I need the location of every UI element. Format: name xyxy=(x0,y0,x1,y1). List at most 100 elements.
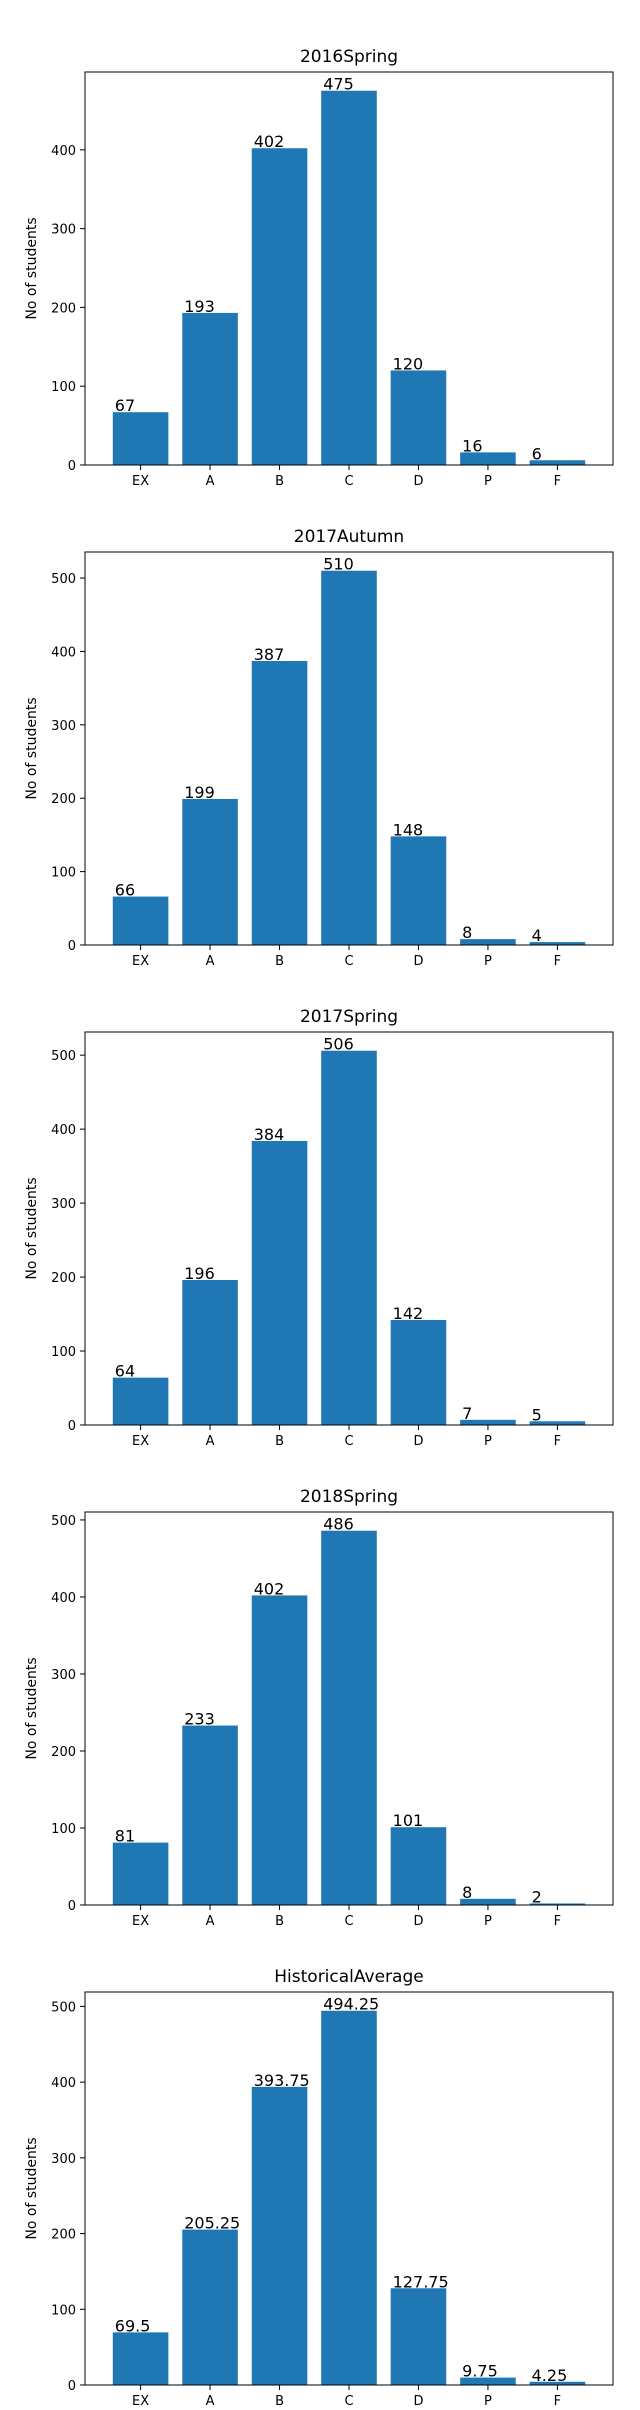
bar-p xyxy=(460,1898,516,1905)
x-tick-label-p: P xyxy=(484,954,492,969)
value-label-c: 475 xyxy=(323,75,354,94)
y-tick-label-200: 200 xyxy=(51,1271,76,1286)
bar-chart-4: HistoricalAverage No of students 69.5 205.2… xyxy=(24,1967,614,2409)
x-tick-label-d: D xyxy=(413,1434,423,1449)
chart-title: 2017Autumn xyxy=(294,527,404,547)
y-tick-label-0: 0 xyxy=(68,1419,76,1434)
value-label-a: 233 xyxy=(184,1710,215,1729)
x-tick-label-a: A xyxy=(206,2394,215,2409)
bar-b xyxy=(251,660,308,945)
value-label-ex: 64 xyxy=(115,1362,135,1381)
y-axis-label: No of students xyxy=(24,697,40,799)
y-tick-label-300: 300 xyxy=(51,2152,76,2167)
x-tick-label-a: A xyxy=(206,954,215,969)
x-tick-label-p: P xyxy=(484,1914,492,1929)
x-tick-label-p: P xyxy=(484,2394,492,2409)
bar-c xyxy=(321,570,377,945)
x-tick-label-d: D xyxy=(413,954,423,969)
y-tick-label-200: 200 xyxy=(51,792,76,807)
x-tick-label-f: F xyxy=(554,954,561,969)
value-label-a: 199 xyxy=(184,783,215,802)
value-label-f: 5 xyxy=(532,1405,542,1424)
value-label-p: 9.75 xyxy=(462,2362,498,2381)
bar-d xyxy=(390,836,447,945)
y-tick-label-500: 500 xyxy=(51,1514,76,1529)
x-tick-label-ex: EX xyxy=(132,954,149,969)
bar-d xyxy=(390,370,447,465)
y-axis-label: No of students xyxy=(24,1177,40,1279)
bar-d xyxy=(390,2288,447,2385)
value-label-f: 4.25 xyxy=(532,2366,568,2385)
bar-chart-2: 2017Spring No of students 64 196 384 506 142 7 5… xyxy=(24,1007,614,1449)
x-tick-label-b: B xyxy=(275,1914,284,1929)
bar-a xyxy=(182,1280,238,1425)
value-label-p: 8 xyxy=(462,923,472,942)
x-tick-label-ex: EX xyxy=(132,474,149,489)
bar-ex xyxy=(112,412,169,465)
value-label-a: 205.25 xyxy=(184,2214,240,2233)
value-label-d: 142 xyxy=(393,1304,424,1323)
value-label-d: 101 xyxy=(393,1811,424,1830)
y-tick-label-500: 500 xyxy=(51,572,76,587)
bar-p xyxy=(460,2377,516,2385)
y-axis-label: No of students xyxy=(24,2137,40,2239)
x-tick-label-a: A xyxy=(206,1914,215,1929)
bar-p xyxy=(460,1419,516,1425)
value-label-p: 7 xyxy=(462,1404,472,1423)
y-tick-label-200: 200 xyxy=(51,301,76,316)
value-label-ex: 67 xyxy=(115,396,135,415)
y-tick-label-300: 300 xyxy=(51,1197,76,1212)
value-label-ex: 81 xyxy=(115,1827,135,1846)
value-label-c: 494.25 xyxy=(323,1995,379,2014)
x-tick-label-d: D xyxy=(413,2394,423,2409)
bar-p xyxy=(460,452,516,465)
bar-f xyxy=(529,942,586,945)
bar-c xyxy=(321,2010,377,2385)
bar-f xyxy=(529,460,586,465)
value-label-a: 196 xyxy=(184,1264,215,1283)
value-label-b: 402 xyxy=(254,132,285,151)
y-tick-label-0: 0 xyxy=(68,939,76,954)
value-label-ex: 66 xyxy=(115,881,135,900)
bar-b xyxy=(251,148,308,465)
bar-chart-0: 2016Spring No of students 67 193 402 475 120 16… xyxy=(24,47,614,489)
bar-ex xyxy=(112,1842,169,1905)
bar-ex xyxy=(112,1377,169,1425)
x-tick-label-b: B xyxy=(275,1434,284,1449)
value-label-d: 127.75 xyxy=(393,2272,449,2291)
y-tick-label-100: 100 xyxy=(51,2303,76,2318)
y-tick-label-0: 0 xyxy=(68,2379,76,2394)
x-tick-label-ex: EX xyxy=(132,2394,149,2409)
bar-f xyxy=(529,2381,586,2385)
x-tick-label-ex: EX xyxy=(132,1434,149,1449)
value-label-ex: 69.5 xyxy=(115,2316,151,2335)
x-tick-label-c: C xyxy=(344,1434,353,1449)
y-tick-label-0: 0 xyxy=(68,459,76,474)
value-label-c: 506 xyxy=(323,1035,354,1054)
bar-c xyxy=(321,1530,377,1905)
value-label-b: 384 xyxy=(254,1125,285,1144)
value-label-a: 193 xyxy=(184,297,215,316)
bar-a xyxy=(182,798,238,945)
bar-a xyxy=(182,1725,238,1905)
x-tick-label-b: B xyxy=(275,2394,284,2409)
x-tick-label-ex: EX xyxy=(132,1914,149,1929)
y-tick-label-100: 100 xyxy=(51,380,76,395)
bar-b xyxy=(251,1595,308,1905)
y-tick-label-300: 300 xyxy=(51,1668,76,1683)
y-tick-label-300: 300 xyxy=(51,223,76,238)
chart-title: 2017Spring xyxy=(300,1007,398,1027)
value-label-f: 4 xyxy=(532,926,542,945)
x-tick-label-c: C xyxy=(344,954,353,969)
y-tick-label-100: 100 xyxy=(51,1822,76,1837)
x-tick-label-f: F xyxy=(554,1434,561,1449)
value-label-f: 6 xyxy=(532,444,542,463)
bar-d xyxy=(390,1827,447,1905)
x-tick-label-d: D xyxy=(413,1914,423,1929)
y-tick-label-400: 400 xyxy=(51,1123,76,1138)
value-label-c: 510 xyxy=(323,555,354,574)
y-tick-label-400: 400 xyxy=(51,645,76,660)
value-label-p: 16 xyxy=(462,436,482,455)
x-tick-label-f: F xyxy=(554,1914,561,1929)
